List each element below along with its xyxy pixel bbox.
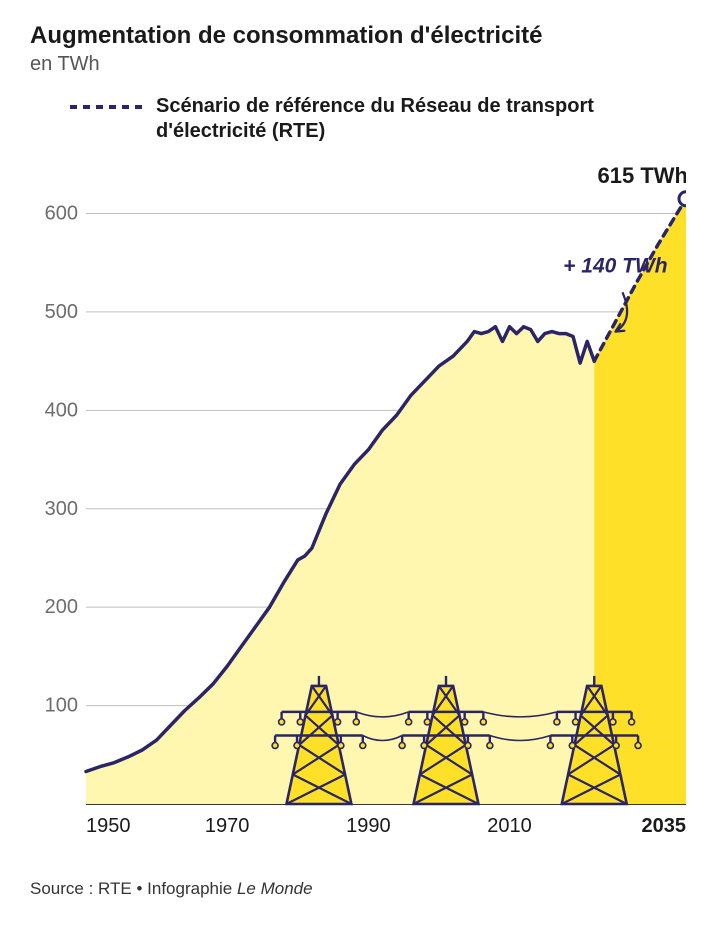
source-prefix: Source : RTE	[30, 879, 132, 898]
source-infographic-label: Infographie	[147, 879, 232, 898]
svg-text:2010: 2010	[487, 815, 532, 837]
source-publication: Le Monde	[237, 879, 313, 898]
source-line: Source : RTE • Infographie Le Monde	[30, 879, 671, 899]
svg-text:600: 600	[45, 202, 78, 224]
svg-text:+ 140 TWh: + 140 TWh	[563, 254, 667, 277]
legend-label: Scénario de référence du Réseau de trans…	[156, 94, 671, 144]
source-separator: •	[136, 879, 142, 898]
legend-swatch-dashed-line	[70, 104, 142, 110]
svg-text:400: 400	[45, 399, 78, 421]
svg-text:200: 200	[45, 596, 78, 618]
svg-text:100: 100	[45, 694, 78, 716]
chart-area: 1002003004005006000195019701990201020356…	[30, 154, 671, 859]
svg-text:1950: 1950	[86, 815, 131, 837]
chart-title: Augmentation de consommation d'électrici…	[30, 22, 671, 51]
svg-text:1990: 1990	[346, 815, 391, 837]
legend: Scénario de référence du Réseau de trans…	[70, 94, 671, 144]
svg-text:300: 300	[45, 498, 78, 520]
chart-subtitle: en TWh	[30, 53, 671, 76]
svg-text:2035: 2035	[642, 815, 687, 837]
svg-text:615 TWh: 615 TWh	[598, 163, 686, 188]
svg-text:500: 500	[45, 301, 78, 323]
svg-text:1970: 1970	[205, 815, 250, 837]
